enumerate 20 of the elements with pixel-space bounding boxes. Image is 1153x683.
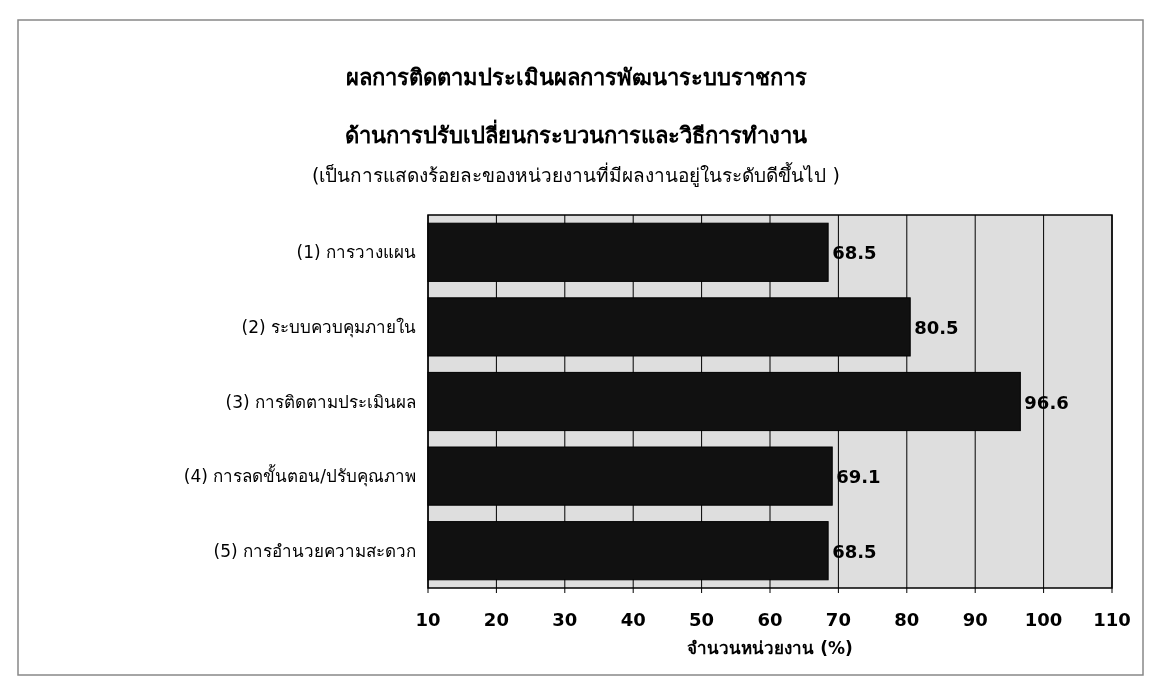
x-tick-label: 50	[689, 609, 715, 630]
x-axis-title: จำนวนหน่วยงาน (%)	[687, 638, 853, 658]
y-tick-label: (3) การติดตามประเมินผล	[225, 391, 416, 412]
x-tick-label: 20	[483, 609, 509, 630]
y-tick-label: (5) การอำนวยความสะดวก	[213, 540, 416, 561]
chart-title: ผลการติดตามประเมินผลการพัฒนาระบบราชการ ด้านการปรับเปลี่ยนกระบวนการและวิธีการทำงาน	[345, 65, 807, 148]
x-tick-label: 70	[825, 609, 851, 630]
x-tick-label: 90	[962, 609, 988, 630]
x-tick-label: 10	[415, 609, 441, 630]
data-label: 80.5	[914, 316, 959, 338]
x-tick-label: 110	[1093, 609, 1131, 630]
y-tick-label: (4) การลดขั้นตอน/ปรับคุณภาพ	[183, 464, 416, 488]
x-tick-label: 60	[757, 609, 783, 630]
x-tick-label: 100	[1024, 609, 1063, 630]
y-tick-label: (1) การวางแผน	[296, 242, 416, 263]
x-tick-label: 80	[894, 609, 920, 630]
y-tick-label: (2) ระบบควบคุมภายใน	[241, 316, 416, 338]
x-tick-label: 40	[620, 609, 646, 630]
x-tick-label: 30	[552, 609, 578, 630]
chart-subtitle: (เป็นการแสดงร้อยละของหน่วยงานที่มีผลงานอยู่ในระดับดีขึ้นไป )	[312, 162, 840, 187]
